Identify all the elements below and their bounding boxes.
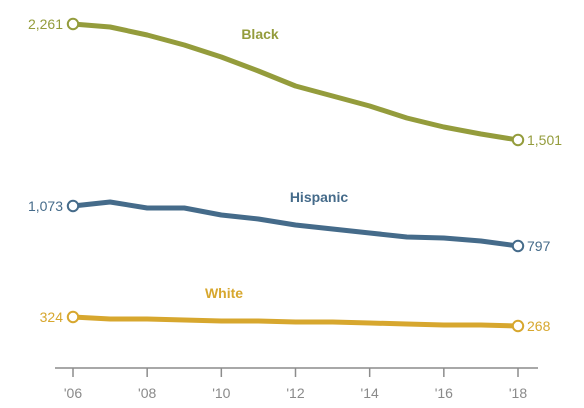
hispanic-end-value: 797 — [527, 238, 551, 254]
hispanic-start-value: 1,073 — [28, 198, 63, 214]
hispanic-series — [66, 199, 525, 253]
hispanic-end-point — [511, 239, 525, 253]
black-start-point — [66, 17, 80, 31]
hispanic-series-label: Hispanic — [290, 189, 349, 205]
black-line — [70, 21, 521, 143]
white-end-point — [511, 319, 525, 333]
x-tick-label-14: '14 — [361, 385, 379, 401]
white-start-value: 324 — [40, 309, 64, 325]
hispanic-start-point — [66, 199, 80, 213]
x-axis: '06 '08 '10 '12 '14 '16 '18 — [55, 367, 538, 401]
white-end-value: 268 — [527, 318, 551, 334]
x-tick-label-10: '10 — [212, 385, 230, 401]
white-series — [66, 310, 525, 333]
white-start-point — [66, 310, 80, 324]
x-tick-label-18: '18 — [509, 385, 527, 401]
series-layer — [66, 17, 525, 333]
black-series — [66, 17, 525, 147]
x-tick-label-12: '12 — [286, 385, 304, 401]
x-tick-label-06: '06 — [64, 385, 82, 401]
black-end-value: 1,501 — [527, 132, 562, 148]
hispanic-line — [70, 199, 521, 249]
black-start-value: 2,261 — [28, 16, 63, 32]
black-end-point — [511, 133, 525, 147]
white-series-label: White — [205, 285, 243, 301]
x-tick-label-16: '16 — [435, 385, 453, 401]
x-tick-label-08: '08 — [138, 385, 156, 401]
labels-layer: 2,261 1,501 Black 1,073 797 Hispanic 324 268 Whi… — [28, 16, 562, 334]
black-series-label: Black — [241, 26, 279, 42]
white-line — [70, 314, 521, 329]
